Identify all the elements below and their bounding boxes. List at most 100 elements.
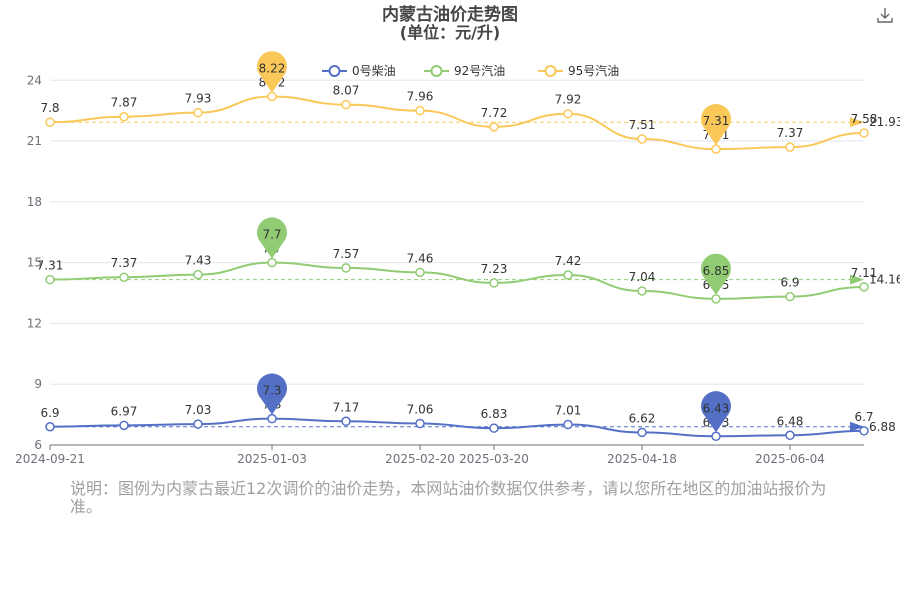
data-point xyxy=(119,111,129,122)
data-point xyxy=(45,117,55,127)
data-label: 6.62 xyxy=(629,411,656,425)
legend-marker xyxy=(430,65,443,77)
series-line xyxy=(49,417,865,438)
data-point xyxy=(563,270,573,280)
data-point xyxy=(711,144,721,154)
marker-pins: 7.3 6.43 7.7 6.85 8.22 7.31 xyxy=(257,51,732,433)
data-label: 7.03 xyxy=(185,403,212,417)
x-tick-label: 2024-09-21 xyxy=(15,452,85,466)
data-label: 7.87 xyxy=(111,96,138,110)
pin-label: 7.3 xyxy=(262,384,281,398)
download-icon[interactable] xyxy=(876,6,894,24)
x-tick-label: 2025-03-20 xyxy=(459,452,529,466)
y-tick-label: 6 xyxy=(34,438,42,452)
marker-pin xyxy=(701,103,732,146)
data-label: 6.9 xyxy=(40,406,59,420)
average-arrow xyxy=(850,274,864,285)
data-point xyxy=(267,91,277,102)
data-point xyxy=(119,272,129,282)
data-point xyxy=(415,105,425,116)
data-point xyxy=(785,291,795,302)
y-axis: 6 9 12 15 18 21 24 xyxy=(27,73,42,452)
data-point xyxy=(859,282,869,292)
data-point xyxy=(859,426,869,436)
x-axis: 2024-09-21 2025-01-03 2025-02-20 2025-03-20… xyxy=(15,445,825,466)
data-label: 7.93 xyxy=(185,92,212,106)
series-group: 6.9 6.97 7.03 7.3 7.17 7.06 6.83 7.01 6.62 6.43 6.… xyxy=(37,75,878,442)
pin-label: 6.85 xyxy=(703,264,730,278)
data-point xyxy=(785,430,795,441)
data-label: 7.23 xyxy=(481,262,508,276)
data-point xyxy=(415,418,425,429)
legend-label: 95号汽油 xyxy=(568,63,619,78)
y-tick-label: 24 xyxy=(27,73,42,87)
data-label: 7.06 xyxy=(407,403,434,417)
data-label: 8.07 xyxy=(333,84,360,98)
data-label: 7.17 xyxy=(333,400,360,414)
marker-pin xyxy=(257,373,288,415)
marker-pin xyxy=(257,217,288,259)
legend-marker xyxy=(328,65,341,77)
legend[interactable]: 0号柴油 92号汽油 95号汽油 xyxy=(322,63,619,78)
marker-pin xyxy=(701,391,732,433)
data-point xyxy=(45,274,55,285)
data-label: 7.72 xyxy=(481,106,508,120)
y-tick-label: 12 xyxy=(27,316,42,330)
data-point xyxy=(489,278,499,288)
data-point xyxy=(341,416,351,427)
series-line xyxy=(49,261,865,300)
data-label: 7.96 xyxy=(407,90,434,104)
x-tick-label: 2025-06-04 xyxy=(755,452,825,466)
pin-label: 8.22 xyxy=(259,61,286,75)
pin-label: 6.43 xyxy=(703,401,730,415)
data-label: 7.8 xyxy=(40,101,59,115)
data-label: 7.42 xyxy=(555,254,582,268)
data-label: 6.7 xyxy=(854,410,873,424)
grid-lines xyxy=(50,79,864,446)
data-point xyxy=(563,108,573,119)
average-label: 21.93 xyxy=(869,115,900,129)
x-tick-label: 2025-04-18 xyxy=(607,452,677,466)
data-point xyxy=(489,122,499,132)
marker-pin xyxy=(257,51,288,93)
data-point xyxy=(341,263,351,273)
data-label: 6.9 xyxy=(780,276,799,290)
data-label: 7.04 xyxy=(629,270,656,284)
legend-marker xyxy=(544,65,557,77)
data-label: 7.37 xyxy=(111,256,138,270)
chart-note: 说明：图例为内蒙古最近12次调价的油价走势，本网站油价数据仅供参考，请以您所在地… xyxy=(70,479,827,516)
data-label: 7.11 xyxy=(851,266,878,280)
data-label: 6.48 xyxy=(777,414,804,428)
data-point xyxy=(637,286,647,296)
data-point xyxy=(711,431,721,442)
data-label: 7.01 xyxy=(555,404,582,418)
y-tick-label: 9 xyxy=(34,377,42,391)
data-point xyxy=(193,107,203,118)
legend-label: 0号柴油 xyxy=(352,64,396,78)
data-point xyxy=(193,419,203,429)
average-arrow xyxy=(850,421,864,432)
pin-label: 7.7 xyxy=(262,228,281,242)
data-point xyxy=(119,420,129,431)
chart-title: 内蒙古油价走势图 xyxy=(382,4,518,25)
data-label: 7.37 xyxy=(777,126,804,140)
data-point xyxy=(637,134,647,144)
data-label: 7.43 xyxy=(185,254,212,268)
pin-label: 7.31 xyxy=(703,114,730,128)
y-tick-label: 21 xyxy=(27,134,42,148)
data-point xyxy=(785,142,795,152)
data-label: 6.83 xyxy=(481,407,508,421)
average-label: 6.88 xyxy=(869,420,896,434)
data-point xyxy=(193,269,203,280)
data-point xyxy=(45,422,55,432)
data-point xyxy=(341,99,351,110)
data-label: 6.97 xyxy=(111,404,138,418)
data-point xyxy=(267,257,277,268)
data-point xyxy=(859,128,869,138)
x-tick-label: 2025-02-20 xyxy=(385,452,455,466)
data-label: 7.31 xyxy=(37,259,64,273)
marker-pin xyxy=(701,253,732,295)
average-arrow xyxy=(850,117,864,128)
data-label: 7.58 xyxy=(851,112,878,126)
